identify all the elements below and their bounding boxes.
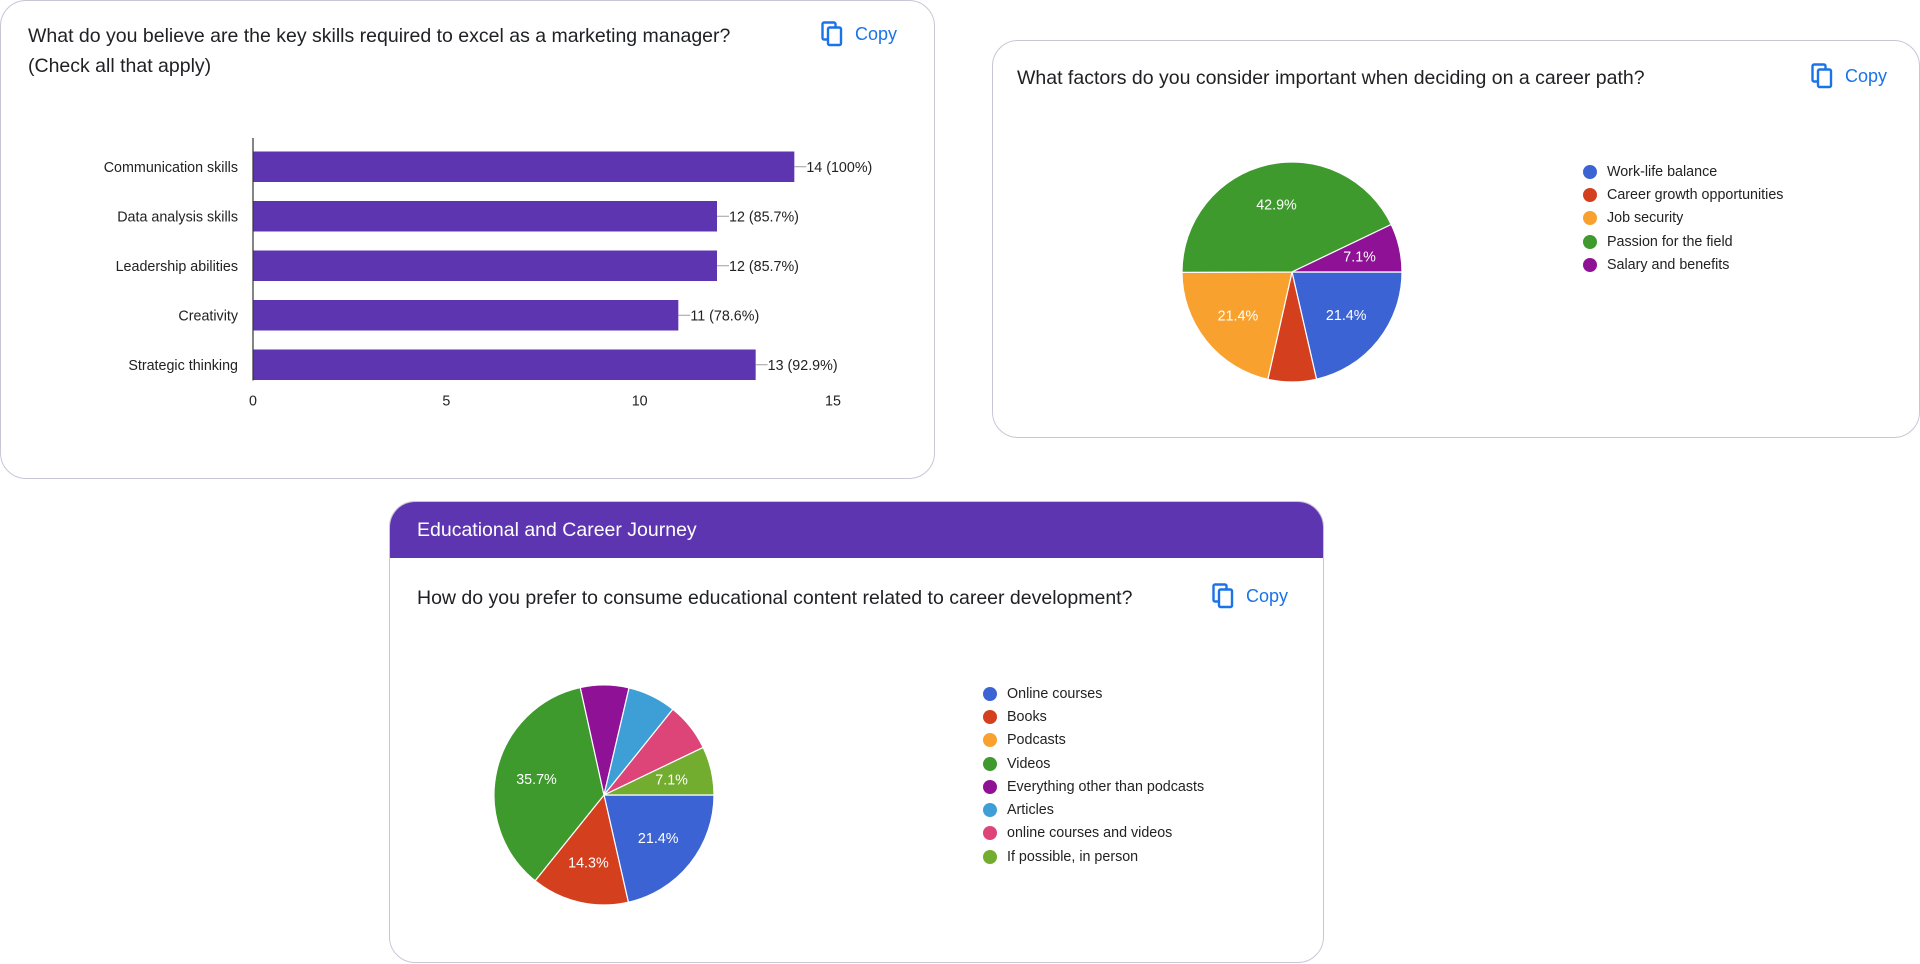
legend-swatch xyxy=(1583,187,1597,202)
value-label: 12 (85.7%) xyxy=(729,209,799,225)
x-tick-label: 10 xyxy=(632,394,648,410)
legend-swatch xyxy=(1583,257,1597,272)
bar xyxy=(253,151,795,182)
legend-item: Podcasts xyxy=(983,729,1204,752)
legend-item: If possible, in person xyxy=(983,845,1204,868)
slice-label: 35.7% xyxy=(516,772,557,788)
legend-label: Videos xyxy=(1007,755,1051,772)
legend-label: Everything other than podcasts xyxy=(1007,778,1205,795)
skills-question-card: What do you believe are the key skills r… xyxy=(0,0,935,479)
legend-swatch xyxy=(1583,234,1597,249)
legend-item: Career growth opportunities xyxy=(1583,183,1783,206)
copy-button[interactable]: Copy xyxy=(1212,583,1288,609)
copy-icon xyxy=(1212,583,1234,609)
educational-content-pie-chart: 21.4% 14.3% 35.7% 7.1% xyxy=(493,684,715,906)
pie-slice xyxy=(603,746,715,796)
chart-legend: Online courses Books Podcasts Videos Everyth… xyxy=(983,682,1204,868)
career-factors-question-card: What factors do you consider important w… xyxy=(992,40,1920,438)
pie-slice xyxy=(1291,271,1403,380)
legend-item: Books xyxy=(983,705,1204,728)
bar xyxy=(253,349,756,380)
legend-swatch xyxy=(983,756,997,771)
category-label: Creativity xyxy=(178,308,238,324)
slice-label: 21.4% xyxy=(638,831,679,847)
copy-label: Copy xyxy=(855,23,898,44)
category-label: Data analysis skills xyxy=(117,209,238,225)
legend-label: Salary and benefits xyxy=(1607,256,1730,273)
legend-swatch xyxy=(1583,211,1597,226)
legend-swatch xyxy=(1583,164,1597,179)
slice-label: 21.4% xyxy=(1326,308,1367,324)
slice-label: 42.9% xyxy=(1256,197,1297,213)
pie-slice xyxy=(1291,223,1403,273)
educational-content-question-card: Educational and Career Journey How do yo… xyxy=(389,501,1324,963)
question-title: How do you prefer to consume educational… xyxy=(417,587,1133,609)
legend-item: Passion for the field xyxy=(1583,230,1783,253)
slice-label: 14.3% xyxy=(568,856,609,872)
bar xyxy=(253,300,679,331)
copy-label: Copy xyxy=(1246,585,1289,606)
legend-item: Videos xyxy=(983,752,1204,775)
bar xyxy=(253,250,717,281)
x-tick-label: 15 xyxy=(825,394,841,410)
copy-icon xyxy=(821,21,843,47)
pie-slice xyxy=(534,793,630,906)
legend-label: Work-life balance xyxy=(1607,163,1718,180)
legend-label: Articles xyxy=(1007,802,1054,819)
copy-button[interactable]: Copy xyxy=(1811,63,1887,89)
legend-swatch xyxy=(983,849,997,864)
slice-label: 21.4% xyxy=(1218,308,1259,324)
bar-chart: Communication skills 14 (100%) Data analys… xyxy=(104,138,872,410)
legend-item: online courses and videos xyxy=(983,822,1204,845)
legend-swatch xyxy=(983,709,997,724)
chart-legend: Work-life balance Career growth opportuni… xyxy=(1583,160,1783,276)
legend-label: Career growth opportunities xyxy=(1607,186,1784,203)
slice-label: 7.1% xyxy=(1343,250,1376,266)
category-label: Communication skills xyxy=(104,160,238,176)
legend-label: Passion for the field xyxy=(1607,233,1733,250)
legend-swatch xyxy=(983,803,997,818)
x-tick-label: 5 xyxy=(442,394,450,410)
legend-item: Articles xyxy=(983,798,1204,821)
question-title-line1: What do you believe are the key skills r… xyxy=(28,25,731,47)
value-label: 12 (85.7%) xyxy=(729,259,799,275)
legend-item: Job security xyxy=(1583,207,1783,230)
value-label: 11 (78.6%) xyxy=(690,308,759,324)
legend-swatch xyxy=(983,733,997,748)
pie-slice xyxy=(603,794,715,903)
copy-button[interactable]: Copy xyxy=(821,21,897,47)
legend-label: Podcasts xyxy=(1007,732,1066,749)
copy-icon xyxy=(1811,63,1833,89)
legend-label: Job security xyxy=(1607,210,1684,227)
legend-label: online courses and videos xyxy=(1007,825,1173,842)
x-tick-label: 0 xyxy=(249,394,257,410)
question-title-line2: (Check all that apply) xyxy=(28,55,212,77)
bar xyxy=(253,201,717,232)
legend-swatch xyxy=(983,779,997,794)
copy-label: Copy xyxy=(1845,65,1888,86)
legend-item: Salary and benefits xyxy=(1583,253,1783,276)
legend-swatch xyxy=(983,826,997,841)
legend-label: Books xyxy=(1007,708,1047,725)
question-title: What factors do you consider important w… xyxy=(1017,67,1645,89)
category-label: Leadership abilities xyxy=(116,259,238,275)
career-factors-pie-chart: 21.4% 21.4% 42.9% 7.1% xyxy=(1181,161,1403,383)
legend-swatch xyxy=(983,686,997,701)
slice-label: 7.1% xyxy=(655,773,688,789)
legend-label: If possible, in person xyxy=(1007,848,1139,865)
section-header: Educational and Career Journey xyxy=(390,502,1323,558)
legend-item: Online courses xyxy=(983,682,1204,705)
value-label: 13 (92.9%) xyxy=(768,358,838,374)
question-title: What do you believe are the key skills r… xyxy=(28,21,730,81)
value-label: 14 (100%) xyxy=(806,160,872,176)
pie-slice xyxy=(493,686,605,882)
legend-item: Everything other than podcasts xyxy=(983,775,1204,798)
pie-slice xyxy=(1181,161,1393,273)
category-label: Strategic thinking xyxy=(128,358,238,374)
legend-item: Work-life balance xyxy=(1583,160,1783,183)
pie-slice xyxy=(1181,271,1293,381)
legend-label: Online courses xyxy=(1007,685,1103,702)
